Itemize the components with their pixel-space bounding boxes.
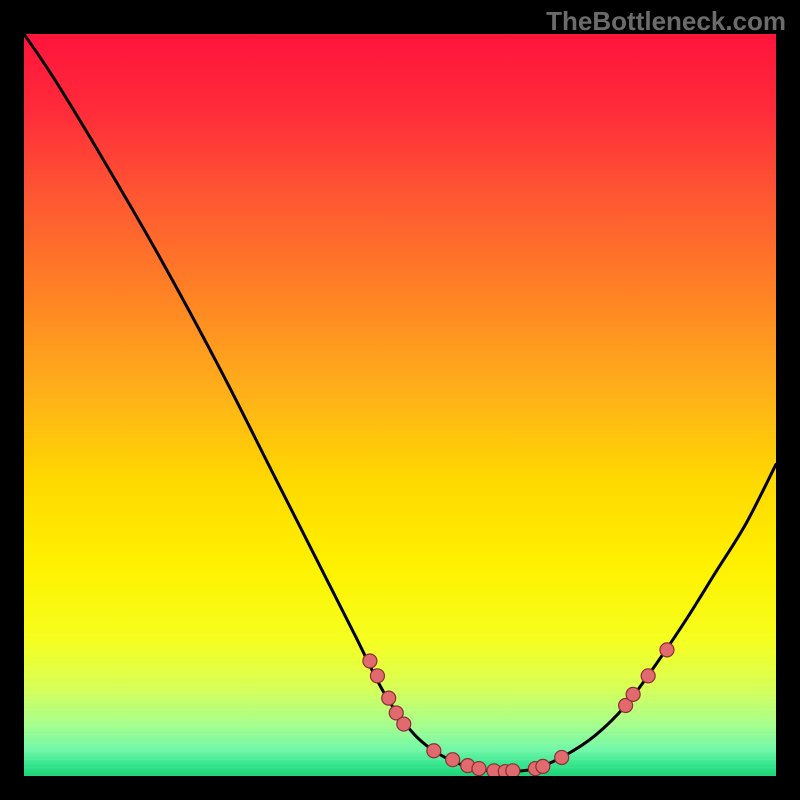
data-marker bbox=[446, 753, 460, 767]
watermark-text: TheBottleneck.com bbox=[546, 6, 786, 37]
data-marker bbox=[555, 750, 569, 764]
data-marker bbox=[427, 744, 441, 758]
data-marker bbox=[472, 762, 486, 776]
data-marker bbox=[641, 669, 655, 683]
data-marker bbox=[397, 717, 411, 731]
data-marker bbox=[660, 643, 674, 657]
data-marker bbox=[363, 654, 377, 668]
data-marker bbox=[536, 759, 550, 773]
data-marker bbox=[626, 687, 640, 701]
data-marker bbox=[370, 669, 384, 683]
chart-svg bbox=[24, 34, 776, 776]
chart-background bbox=[24, 34, 776, 776]
data-marker bbox=[382, 691, 396, 705]
data-marker bbox=[506, 764, 520, 776]
bottleneck-chart bbox=[24, 34, 776, 776]
